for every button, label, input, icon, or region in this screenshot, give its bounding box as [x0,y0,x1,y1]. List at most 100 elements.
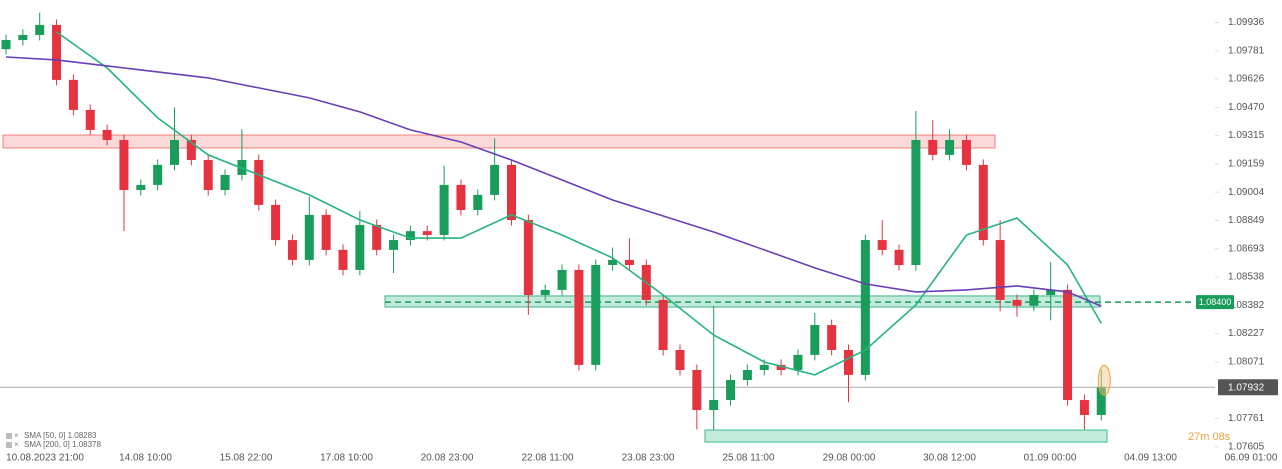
candle-body [372,224,382,250]
y-tick-label: 1.09004 [1228,187,1265,198]
candle-body [995,240,1005,300]
candle-body [405,231,415,241]
candle-body [523,220,533,296]
y-tick-label: 1.07761 [1228,413,1265,424]
y-tick-label: 1.09159 [1228,159,1265,170]
candle-body [271,204,281,241]
y-tick-label: 1.08538 [1228,272,1265,283]
candle-body [389,240,399,250]
candle-body [355,224,365,270]
y-tick-label: 1.08849 [1228,215,1265,226]
x-tick-label: 29.08 00:00 [823,453,876,464]
sma-line [56,31,1102,376]
candle-body [608,259,618,265]
sma-line [5,56,1102,307]
legend-icon [6,433,12,439]
y-tick-label: 1.09781 [1228,45,1265,56]
candle-body [928,139,938,155]
y-tick-label: 1.09470 [1228,102,1265,113]
candle-body [911,139,921,265]
candle-body [692,370,702,411]
x-tick-label: 01.09 00:00 [1024,453,1077,464]
y-tick-label: 1.09936 [1228,17,1265,28]
x-tick-label: 06.09 01:00 [1225,453,1278,464]
x-tick-label: 04.09 13:00 [1124,453,1177,464]
current-price-label: 1.07932 [1228,382,1265,393]
candle-body [186,139,196,160]
x-tick-label: 22.08 11:00 [521,453,574,464]
legend-close-icon: × [14,440,19,449]
candle-body [68,79,78,110]
legend-label: SMA [50, 0] 1.08283 [24,431,97,440]
candle-body [338,249,348,270]
candle-body [35,24,45,35]
zone [384,295,1101,308]
zone [704,429,1108,443]
candle-body [473,194,483,211]
y-tick-label: 1.08693 [1228,243,1265,254]
x-tick-label: 17.08 10:00 [320,453,373,464]
candle-body [709,400,719,411]
candle-body [136,184,146,191]
zone [2,134,996,149]
candle-body [254,159,264,205]
x-tick-label: 14.08 10:00 [119,453,172,464]
candle-body [726,380,736,401]
candle-body [170,139,179,165]
candle-body [304,214,314,260]
candle-body [759,364,769,371]
candle-body [456,184,466,211]
level-label-box [1196,295,1234,310]
y-tick-label: 1.08227 [1228,328,1265,339]
candle-body [961,139,971,165]
candle-body [203,159,213,191]
candle-body [1,40,11,50]
candle-body [540,289,550,296]
price-highlight [1097,364,1111,396]
candle-body [624,259,634,265]
candle-body [978,164,988,241]
candle-body [1096,387,1106,415]
candle-body [742,370,752,381]
countdown-timer: 27m 08s [1188,431,1231,443]
candle-body [85,109,95,130]
candle-body [557,269,567,290]
y-tick-label: 1.08071 [1228,357,1265,368]
candle-body [658,299,668,350]
candle-body [860,240,870,375]
candle-body [321,214,331,250]
candle-body [675,349,685,371]
candle-body [827,325,837,350]
level-label: 1.08400 [1199,297,1232,307]
x-tick-label: 20.08 23:00 [421,453,474,464]
current-price-box [1218,379,1278,396]
candle-body [102,129,112,140]
candle-body [574,269,584,365]
y-tick-label: 1.08382 [1228,300,1265,311]
x-tick-label: 23.08 23:00 [622,453,675,464]
x-tick-label: 30.08 12:00 [923,453,976,464]
candle-body [52,24,62,80]
candle-body [1012,299,1022,306]
y-tick-label: 1.09315 [1228,130,1265,141]
x-tick-label: 15.08 22:00 [220,453,273,464]
candle-body [220,174,230,191]
candle-body [439,184,449,235]
candle-body [422,231,432,235]
x-tick-label: 10.08.2023 21:00 [6,453,84,464]
candle-body [776,364,786,371]
y-tick-label: 1.09626 [1228,74,1265,85]
candle-body [810,325,820,355]
candle-body [945,139,955,155]
x-tick-label: 25.08 11:00 [722,453,775,464]
legend-close-icon: × [14,431,19,440]
candle-body [793,354,803,371]
candle-body [490,164,500,195]
candle-body [507,164,516,221]
candle-body [1079,400,1089,415]
legend-icon [6,442,12,448]
candle-body [591,264,601,365]
